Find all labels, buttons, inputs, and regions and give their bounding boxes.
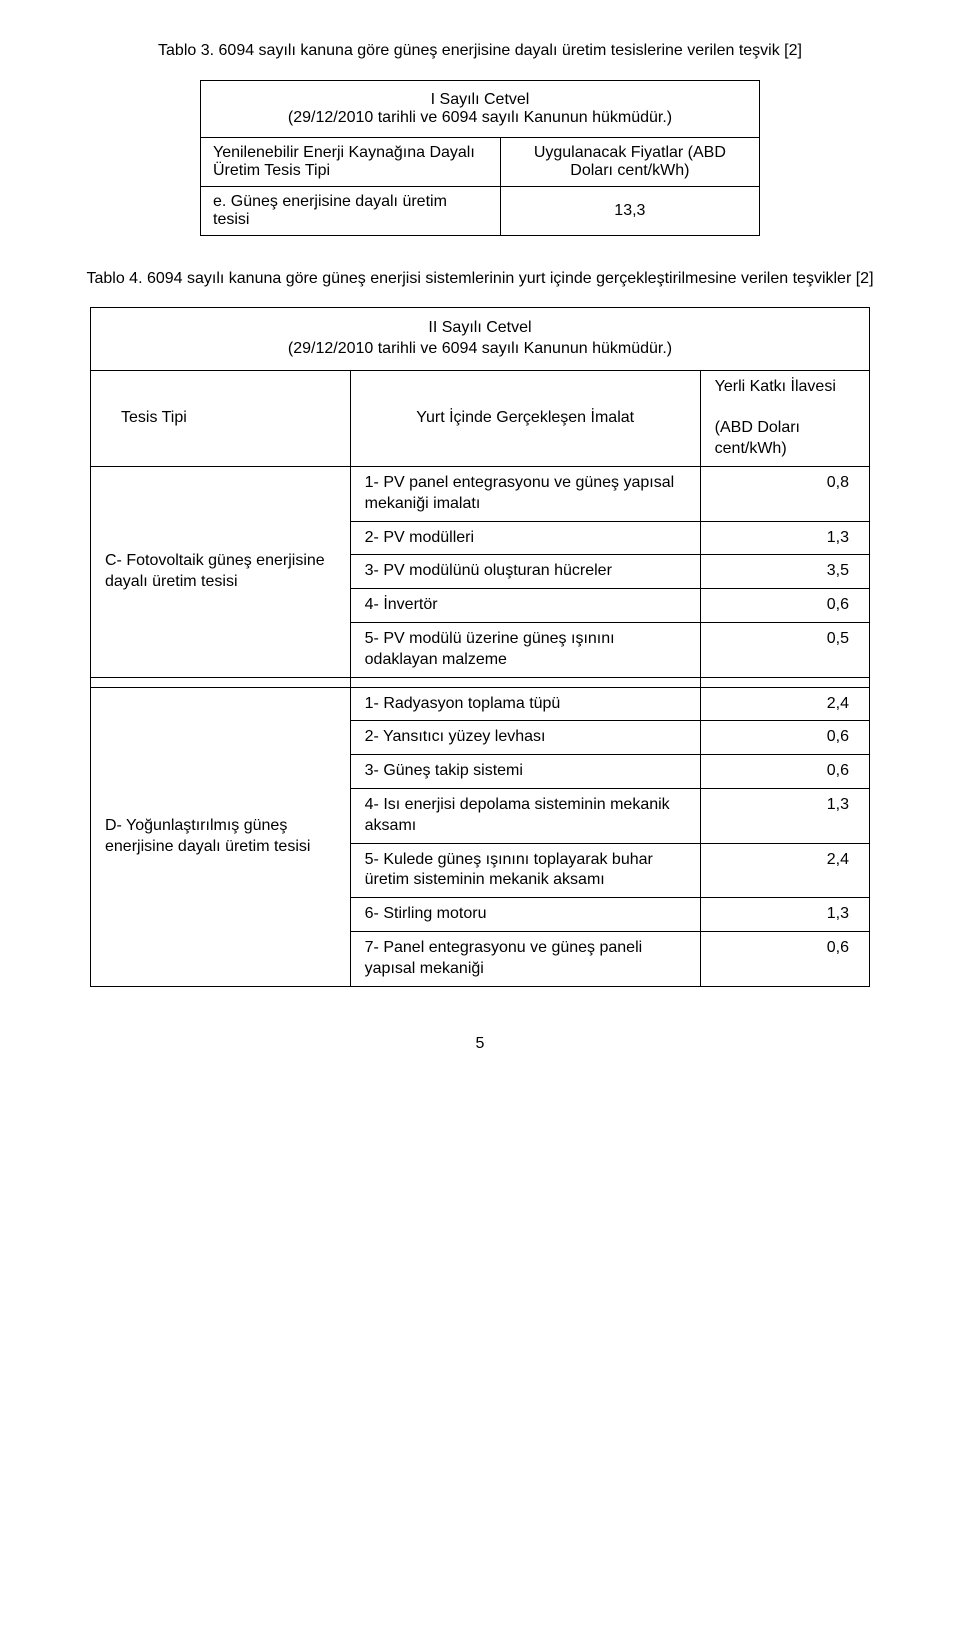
table4-header: II Sayılı Cetvel(29/12/2010 tarihli ve 6…: [91, 308, 870, 371]
table4-c-row3-val: 0,6: [700, 589, 869, 623]
table4-c-row3-item: 4- İnvertör: [350, 589, 700, 623]
table4-spacer: [91, 677, 870, 687]
table4-groupD-label: D- Yoğunlaştırılmış güneş enerjisine day…: [91, 687, 351, 986]
table4-col0-label: Tesis Tipi: [91, 370, 351, 466]
table4-c-row1-item: 2- PV modülleri: [350, 521, 700, 555]
table4-c-row1-val: 1,3: [700, 521, 869, 555]
table4-c-row2-val: 3,5: [700, 555, 869, 589]
table4-d-row4-val: 2,4: [700, 843, 869, 898]
table4-d-row5-item: 6- Stirling motoru: [350, 898, 700, 932]
table4-col2-label-top: Yerli Katkı İlavesi: [715, 378, 836, 395]
page-number: 5: [72, 1035, 888, 1053]
table4-d-row1-val: 0,6: [700, 721, 869, 755]
table3-caption: Tablo 3. 6094 sayılı kanuna göre güneş e…: [72, 40, 888, 62]
table4-c-row4-item: 5- PV modülü üzerine güneş ışınını odakl…: [350, 622, 700, 677]
table4-c-row0-item: 1- PV panel entegrasyonu ve güneş yapısa…: [350, 466, 700, 521]
table4-c-row4-val: 0,5: [700, 622, 869, 677]
table4-d-row0-val: 2,4: [700, 687, 869, 721]
table3-col2-label: Uygulanacak Fiyatlar (ABD Doları cent/kW…: [500, 137, 759, 186]
table4-col2-label-bot: (ABD Doları cent/kWh): [715, 419, 800, 457]
table3-header: I Sayılı Cetvel(29/12/2010 tarihli ve 60…: [201, 80, 760, 137]
table4-d-row3-item: 4- Isı enerjisi depolama sisteminin meka…: [350, 788, 700, 843]
table3-row1-label: e. Güneş enerjisine dayalı üretim tesisi: [201, 186, 501, 235]
table3-row1-value: 13,3: [500, 186, 759, 235]
table3: I Sayılı Cetvel(29/12/2010 tarihli ve 60…: [200, 80, 760, 236]
table4-d-row1-item: 2- Yansıtıcı yüzey levhası: [350, 721, 700, 755]
table4-caption: Tablo 4. 6094 sayılı kanuna göre güneş e…: [72, 268, 888, 290]
table4-groupC-label: C- Fotovoltaik güneş enerjisine dayalı ü…: [91, 466, 351, 677]
table4-d-row2-val: 0,6: [700, 755, 869, 789]
table4-d-row6-val: 0,6: [700, 931, 869, 986]
table4-col1-label: Yurt İçinde Gerçekleşen İmalat: [350, 370, 700, 466]
table4-d-row6-item: 7- Panel entegrasyonu ve güneş paneli ya…: [350, 931, 700, 986]
table4-d-row3-val: 1,3: [700, 788, 869, 843]
table4: II Sayılı Cetvel(29/12/2010 tarihli ve 6…: [90, 307, 870, 986]
table4-d-row5-val: 1,3: [700, 898, 869, 932]
table3-col1-label: Yenilenebilir Enerji Kaynağına Dayalı Ür…: [201, 137, 501, 186]
table4-d-row4-item: 5- Kulede güneş ışınını toplayarak buhar…: [350, 843, 700, 898]
table4-c-row2-item: 3- PV modülünü oluşturan hücreler: [350, 555, 700, 589]
table4-d-row2-item: 3- Güneş takip sistemi: [350, 755, 700, 789]
table4-col2-label: Yerli Katkı İlavesi (ABD Doları cent/kWh…: [700, 370, 869, 466]
table4-c-row0-val: 0,8: [700, 466, 869, 521]
table4-d-row0-item: 1- Radyasyon toplama tüpü: [350, 687, 700, 721]
